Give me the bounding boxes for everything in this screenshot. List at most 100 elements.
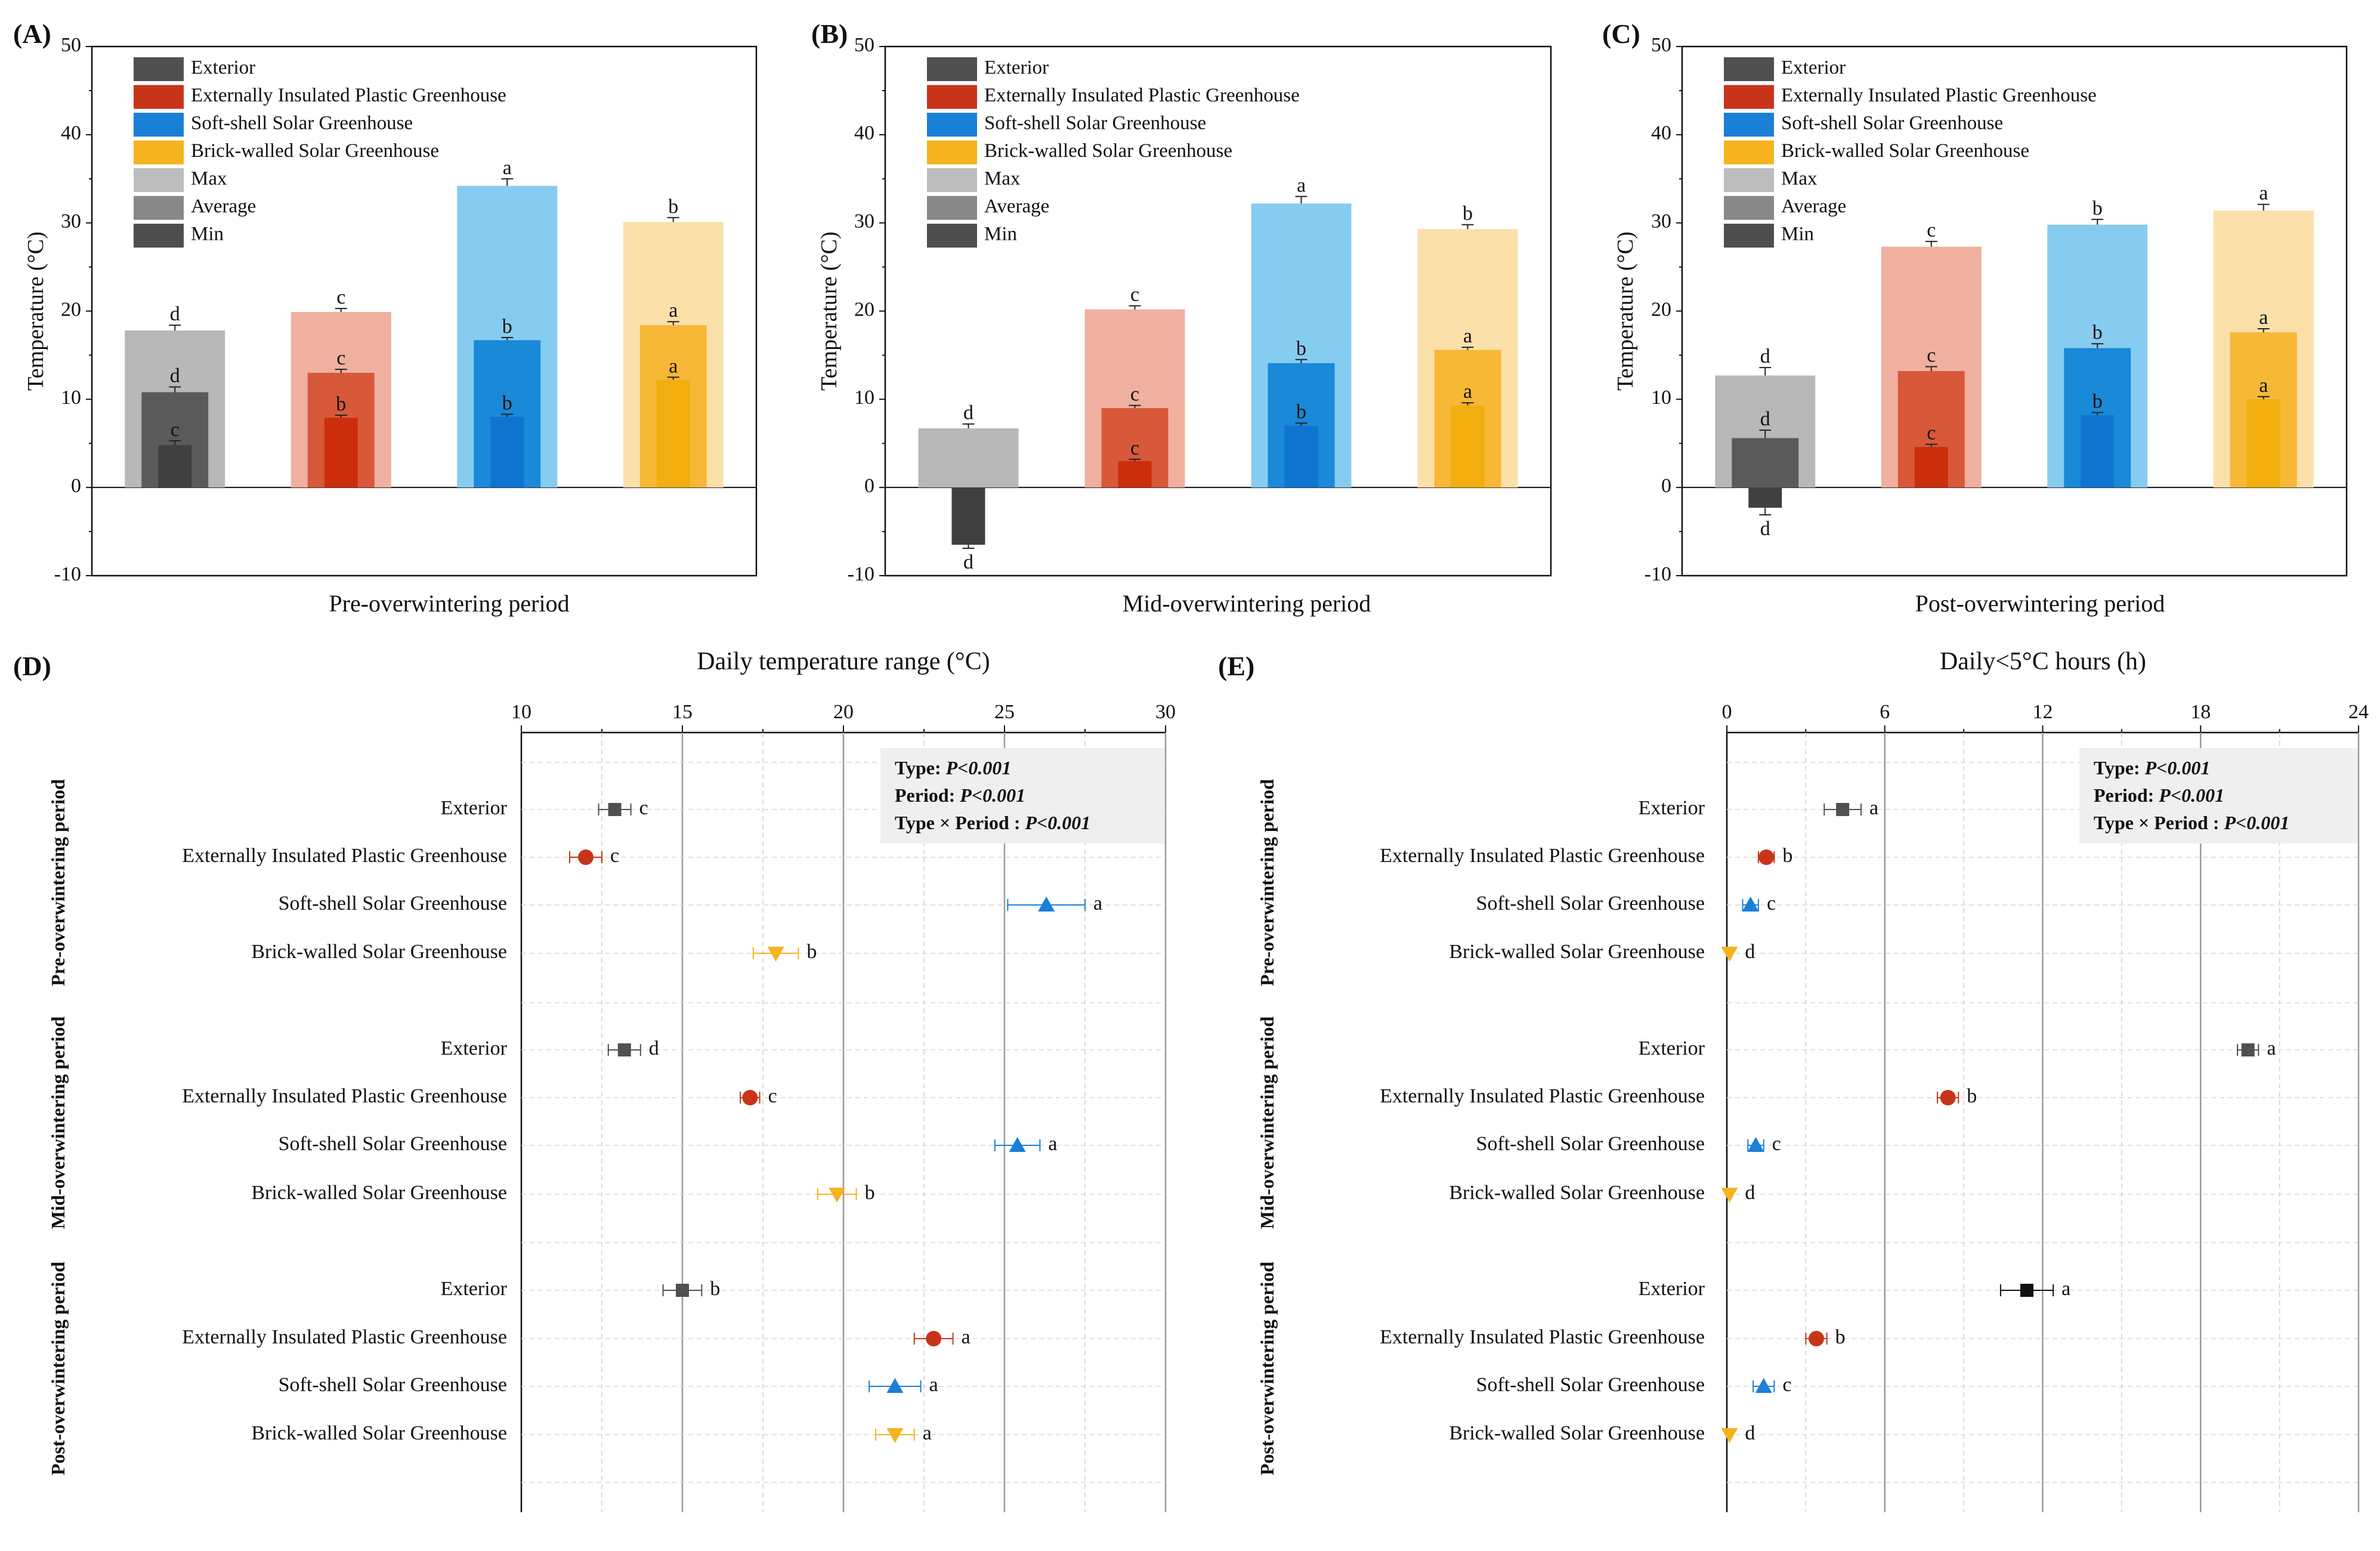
significance-letter: c xyxy=(1782,1374,1791,1396)
point-triangle-down xyxy=(1721,1428,1738,1443)
y-tick-label: 10 xyxy=(1651,387,1671,409)
y-tick-label: 10 xyxy=(854,387,874,409)
exterior-avg-letter: d xyxy=(170,365,180,387)
category-label: Externally Insulated Plastic Greenhouse xyxy=(1380,1326,1705,1348)
y-tick-label: 0 xyxy=(71,475,81,497)
panel-label: (C) xyxy=(1602,18,1640,49)
point-triangle-up xyxy=(1747,1137,1764,1152)
category-label: Externally Insulated Plastic Greenhouse xyxy=(1380,845,1705,867)
brick-min-letter: a xyxy=(669,355,678,377)
significance-letter: c xyxy=(610,845,619,867)
exterior-min-bar xyxy=(158,445,192,488)
category-label: Brick-walled Solar Greenhouse xyxy=(1449,1182,1705,1204)
significance-letter: a xyxy=(2061,1278,2070,1300)
period-label: Pre-overwintering period xyxy=(1256,779,1278,986)
y-tick-label: -10 xyxy=(848,563,874,585)
x-axis-label: Post-overwintering period xyxy=(1915,590,2165,617)
panel-label: (A) xyxy=(13,18,51,49)
legend-swatch xyxy=(134,85,184,109)
stats-label: Type: xyxy=(2094,757,2145,778)
panel-label: (D) xyxy=(13,651,51,681)
brick-min-letter: a xyxy=(2259,375,2268,397)
significance-letter: d xyxy=(1745,1422,1755,1444)
x-tick-label: 10 xyxy=(511,701,531,723)
legend-swatch xyxy=(1724,140,1774,165)
y-tick-label: 40 xyxy=(1651,122,1671,144)
plastic-min-letter: c xyxy=(1130,437,1139,459)
legend-label: Externally Insulated Plastic Greenhouse xyxy=(191,85,506,106)
legend-swatch xyxy=(134,196,184,220)
legend-label: Average xyxy=(191,196,256,217)
y-tick-label: -10 xyxy=(54,563,81,585)
brick-avg-letter: a xyxy=(669,299,678,322)
period-label: Mid-overwintering period xyxy=(1256,1017,1278,1229)
y-tick-label: -10 xyxy=(1645,563,1671,585)
brick-min-bar xyxy=(656,379,690,488)
category-label: Exterior xyxy=(441,1037,508,1059)
stats-line: Type: P<0.001 xyxy=(2094,757,2210,778)
brick-min-bar xyxy=(2246,399,2280,488)
point-circle xyxy=(742,1090,758,1105)
category-label: Soft-shell Solar Greenhouse xyxy=(279,1133,507,1155)
point-triangle-up xyxy=(886,1378,904,1393)
significance-letter: a xyxy=(923,1422,932,1444)
legend-swatch xyxy=(1724,168,1774,192)
legend-label: Exterior xyxy=(191,57,255,79)
legend-label: Externally Insulated Plastic Greenhouse xyxy=(984,85,1300,106)
x-tick-label: 24 xyxy=(2348,701,2369,723)
softshell-avg-letter: b xyxy=(2092,322,2103,344)
x-tick-label: 25 xyxy=(994,701,1015,723)
softshell-min-letter: b xyxy=(502,392,512,414)
legend-swatch xyxy=(134,113,184,137)
category-label: Exterior xyxy=(441,1278,508,1300)
legend-swatch xyxy=(927,57,977,81)
stats-value: P<0.001 xyxy=(2158,784,2224,806)
legend-label: Min xyxy=(984,224,1017,245)
category-label: Soft-shell Solar Greenhouse xyxy=(279,1374,507,1396)
legend-label: Externally Insulated Plastic Greenhouse xyxy=(1781,85,2097,106)
period-label: Post-overwintering period xyxy=(47,1262,69,1475)
legend-swatch xyxy=(927,113,977,137)
category-label: Brick-walled Solar Greenhouse xyxy=(251,1422,507,1444)
stats-label: Type × Period : xyxy=(895,812,1025,833)
y-axis-label: Temperature (°C) xyxy=(1613,231,1638,391)
legend-label: Average xyxy=(1781,196,1846,217)
chart-title: Daily temperature range (°C) xyxy=(697,648,990,675)
y-tick-label: 0 xyxy=(1661,475,1671,497)
significance-letter: a xyxy=(1869,797,1878,819)
point-circle xyxy=(1758,849,1775,865)
period-label: Post-overwintering period xyxy=(1256,1262,1278,1475)
y-tick-label: 50 xyxy=(61,34,81,56)
legend-swatch xyxy=(134,168,184,192)
softshell-avg-letter: b xyxy=(502,316,512,338)
plastic-min-bar xyxy=(1118,461,1152,488)
plastic-min-bar xyxy=(1914,447,1948,488)
y-tick-label: 30 xyxy=(854,210,874,232)
legend-label: Average xyxy=(984,196,1049,217)
point-triangle-down xyxy=(767,947,784,962)
category-label: Externally Insulated Plastic Greenhouse xyxy=(182,1326,507,1348)
point-triangle-up xyxy=(1755,1378,1772,1393)
significance-letter: b xyxy=(710,1278,720,1300)
exterior-min-letter: d xyxy=(963,551,973,573)
stats-line: Type × Period : P<0.001 xyxy=(2094,812,2289,833)
softshell-max-letter: a xyxy=(1297,174,1306,196)
legend-label: Min xyxy=(1781,224,1814,245)
x-tick-label: 0 xyxy=(1722,701,1732,723)
significance-letter: a xyxy=(1048,1133,1057,1155)
plastic-max-letter: c xyxy=(1927,220,1936,242)
stats-box xyxy=(880,748,1164,844)
plastic-min-letter: b xyxy=(336,393,346,415)
brick-avg-letter: a xyxy=(1463,325,1472,347)
stats-line: Period: P<0.001 xyxy=(895,784,1025,806)
point-triangle-down xyxy=(1721,1188,1738,1203)
exterior-max-letter: d xyxy=(170,303,180,325)
softshell-max-letter: a xyxy=(503,157,512,179)
legend-label: Soft-shell Solar Greenhouse xyxy=(984,113,1206,134)
category-label: Brick-walled Solar Greenhouse xyxy=(1449,941,1705,963)
period-label: Pre-overwintering period xyxy=(47,779,69,986)
softshell-min-letter: b xyxy=(2092,391,2103,413)
significance-letter: a xyxy=(962,1326,970,1348)
softshell-min-bar xyxy=(1284,425,1318,488)
stats-label: Type: xyxy=(895,757,946,778)
